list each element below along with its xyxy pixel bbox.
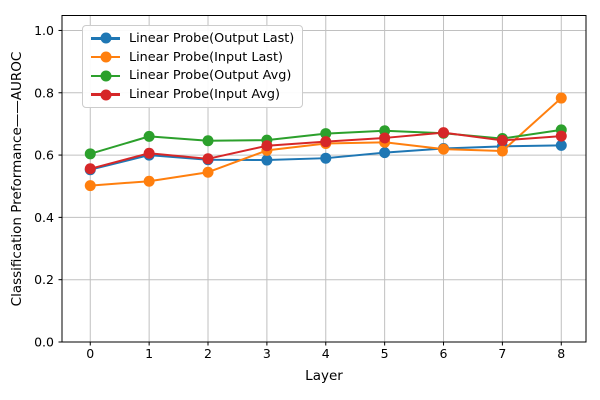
y-axis-label: Classification Preformance——AUROC <box>9 51 25 307</box>
x-tick-label: 0 <box>86 346 94 361</box>
legend-dot-icon <box>100 70 111 82</box>
x-tick-label: 1 <box>145 346 153 361</box>
y-tick-label: 0.6 <box>34 148 54 163</box>
data-point-output-last <box>555 139 567 151</box>
data-point-output-last <box>379 147 391 159</box>
legend-dot-icon <box>100 32 111 44</box>
data-point-input-last <box>84 180 96 192</box>
legend-marker-input-avg <box>91 89 120 101</box>
data-point-input-last <box>496 145 508 157</box>
data-point-output-avg <box>202 135 214 147</box>
legend: Linear Probe(Output Last) Linear Probe(I… <box>82 25 303 108</box>
legend-label: Linear Probe(Input Last) <box>129 49 283 65</box>
data-point-output-last <box>261 154 273 166</box>
x-tick-label: 8 <box>557 346 565 361</box>
legend-marker-input-last <box>91 51 120 63</box>
data-point-input-last <box>143 175 155 187</box>
x-tick-label: 3 <box>263 346 271 361</box>
data-point-output-avg <box>143 130 155 142</box>
x-axis-label: Layer <box>305 368 343 384</box>
data-point-input-avg <box>84 163 96 175</box>
x-tick-label: 7 <box>498 346 506 361</box>
y-tick-label: 0.0 <box>34 335 54 350</box>
data-point-input-avg <box>202 153 214 165</box>
data-point-input-avg <box>379 132 391 144</box>
y-tick-label: 1.0 <box>34 23 54 38</box>
legend-label: Linear Probe(Input Avg) <box>129 87 281 103</box>
y-tick-label: 0.8 <box>34 85 54 100</box>
legend-marker-output-last <box>91 32 120 44</box>
y-tick-label: 0.4 <box>34 210 54 225</box>
x-tick-label: 4 <box>322 346 330 361</box>
data-point-input-avg <box>555 130 567 142</box>
data-point-input-last <box>555 92 567 104</box>
plot-border <box>61 15 587 343</box>
legend-marker-output-avg <box>91 70 120 82</box>
x-tick-label: 6 <box>440 346 448 361</box>
data-point-input-avg <box>496 134 508 146</box>
y-tick-label: 0.2 <box>34 272 54 287</box>
x-tick-label: 2 <box>204 346 212 361</box>
x-tick-label: 5 <box>381 346 389 361</box>
legend-dot-icon <box>100 51 111 63</box>
legend-item-input-avg: Linear Probe(Input Avg) <box>89 85 296 104</box>
data-point-input-avg <box>143 147 155 159</box>
legend-dot-icon <box>100 89 111 101</box>
legend-item-output-avg: Linear Probe(Output Avg) <box>89 67 296 86</box>
data-point-input-avg <box>438 127 450 139</box>
data-point-input-last <box>202 166 214 178</box>
legend-item-output-last: Linear Probe(Output Last) <box>89 29 296 48</box>
data-point-input-last <box>438 143 450 155</box>
legend-label: Linear Probe(Output Last) <box>129 30 295 46</box>
data-point-input-avg <box>320 136 332 148</box>
data-point-input-avg <box>261 140 273 152</box>
data-point-output-last <box>320 152 332 164</box>
legend-item-input-last: Linear Probe(Input Last) <box>89 48 296 67</box>
data-point-output-avg <box>84 148 96 160</box>
legend-label: Linear Probe(Output Avg) <box>129 68 292 84</box>
data-point-output-avg <box>320 128 332 140</box>
